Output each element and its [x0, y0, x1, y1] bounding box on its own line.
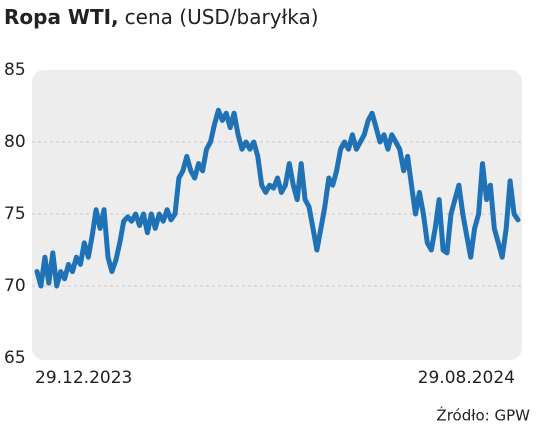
chart-title-line: Ropa WTI, cena (USD/baryłka)	[4, 5, 319, 29]
chart-subtitle: cena (USD/baryłka)	[125, 5, 319, 29]
y-tick-label: 85	[4, 60, 26, 80]
data-line	[34, 107, 521, 289]
y-tick-label: 75	[4, 204, 26, 224]
chart-title: Ropa WTI,	[4, 5, 119, 29]
x-tick-label: 29.08.2024	[418, 368, 515, 388]
y-tick-label: 70	[4, 276, 26, 296]
y-tick-label: 80	[4, 132, 26, 152]
y-tick-label: 65	[4, 348, 26, 368]
source: Źródło: GPW	[436, 406, 530, 425]
x-tick-label: 29.12.2023	[35, 368, 132, 388]
